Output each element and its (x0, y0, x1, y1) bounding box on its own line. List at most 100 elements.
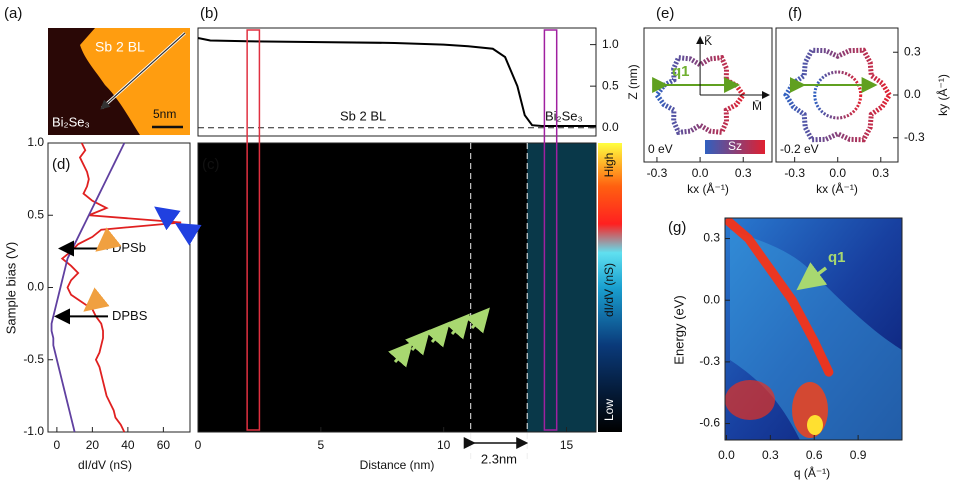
scan-arrow (100, 32, 186, 110)
heatmap-row (198, 168, 596, 177)
x-tick-label: 0 (195, 438, 202, 452)
height-profile (197, 36, 596, 128)
highlight-box (246, 29, 261, 431)
heatmap-row (198, 204, 596, 213)
y-tick-label: 1.0 (602, 37, 619, 51)
feature-arrow (405, 329, 430, 356)
annotation: Bi₂Se₃ (52, 114, 90, 129)
heatmap-row (198, 226, 596, 234)
heatmap-row (198, 153, 596, 162)
heatmap-row (198, 320, 596, 328)
plot-frame (643, 27, 773, 163)
heatmap-row (198, 269, 596, 278)
y-axis-label: ky (Å⁻¹) (935, 74, 950, 116)
bi2se3-shade (470, 143, 528, 432)
x-tick-label: -0.3 (784, 166, 805, 180)
heatmap-row (198, 247, 596, 256)
bi2se3-shade (527, 143, 596, 432)
heatmap-row (198, 399, 596, 408)
y-tick-label: -0.3 (699, 354, 720, 368)
heatmap-row (198, 175, 596, 184)
annotation: DPBS (112, 308, 148, 323)
x-tick-label: 60 (157, 438, 171, 452)
panel-label: (e) (656, 5, 674, 22)
x-tick-label: 0.3 (762, 448, 779, 462)
q-arrow (796, 262, 828, 291)
x-tick-label: -0.3 (647, 166, 668, 180)
heatmap-row (198, 291, 596, 299)
heatmap-row (198, 406, 596, 415)
y-tick-label: -0.5 (23, 352, 44, 366)
y-tick-label: 0.0 (27, 280, 44, 294)
heatmap-row (198, 312, 596, 321)
feature-arrow (465, 307, 490, 334)
panel-label: (f) (788, 5, 802, 22)
plot-frame (47, 142, 191, 433)
x-tick-label: 0.0 (692, 166, 709, 180)
plot-frame (724, 217, 903, 441)
annotation: -0.2 eV (780, 142, 819, 156)
dispersion-ridge (724, 217, 834, 377)
qpi-feature (725, 380, 775, 420)
feature-arrow (154, 206, 181, 231)
heatmap-row (198, 161, 596, 169)
heatmap-row (198, 327, 596, 335)
x-axis-label: Distance (nm) (360, 458, 435, 472)
fermi-contour (783, 47, 893, 143)
panel-label: (b) (200, 5, 218, 22)
annotation: DPSb (112, 240, 146, 255)
heatmap-row (198, 143, 596, 148)
highlight-box (543, 29, 558, 431)
colorbar-label: dI/dV (nS) (602, 263, 616, 317)
y-axis-label: Sample bias (V) (3, 242, 18, 334)
colorbar-high: High (602, 153, 616, 178)
qpi-feature (730, 230, 902, 440)
annotation: Sb 2 BL (95, 39, 145, 55)
heatmap-row (198, 428, 596, 433)
heatmap-row (198, 211, 596, 220)
panel-label: (d) (52, 156, 70, 173)
heatmap-row (198, 276, 596, 285)
x-tick-label: 0.6 (806, 448, 823, 462)
panel-label: (g) (668, 219, 686, 236)
heatmap-row (198, 377, 596, 386)
y-tick-label: 0.3 (904, 44, 921, 58)
qpi-feature (807, 415, 823, 435)
feature-arrow (445, 313, 470, 340)
feature-arrow (83, 287, 110, 312)
annotation: K̄ (704, 34, 712, 48)
annotation: 0 eV (648, 142, 673, 156)
fermi-contour (653, 54, 747, 136)
heatmap-row (198, 370, 596, 379)
annotation: Bi₂Se₃ (545, 108, 583, 123)
heatmap-row (198, 413, 596, 422)
x-tick-label: 0 (54, 438, 61, 452)
heatmap-row (198, 305, 596, 314)
annotation: q1 (828, 249, 846, 266)
y-tick-label: 0.0 (703, 292, 720, 306)
y-tick-label: -0.3 (904, 130, 925, 144)
x-axis-label: q (Å⁻¹) (794, 465, 830, 480)
annotation: Sb 2 BL (340, 108, 386, 123)
y-axis-label: Z (nm) (626, 64, 640, 99)
heatmap-row (198, 262, 596, 270)
heatmap-row (198, 218, 596, 227)
panel-label: (a) (4, 5, 22, 22)
panel-label: (c) (202, 156, 220, 173)
inner-contour (813, 70, 863, 120)
heatmap-row (198, 146, 596, 155)
heatmap-row (198, 233, 596, 242)
y-tick-label: -1.0 (23, 424, 44, 438)
x-tick-label: 0.9 (850, 448, 867, 462)
x-axis-label: dI/dV (nS) (78, 458, 132, 472)
y-tick-label: 0.0 (904, 87, 921, 101)
colorbar-low: Low (602, 399, 616, 421)
heatmap-row (198, 298, 596, 307)
heatmap-row (198, 392, 596, 400)
colorbar (598, 143, 622, 432)
annotation: q1 (672, 63, 690, 80)
x-tick-label: 0.0 (718, 448, 735, 462)
heatmap-row (198, 334, 596, 343)
x-tick-label: 15 (560, 438, 574, 452)
